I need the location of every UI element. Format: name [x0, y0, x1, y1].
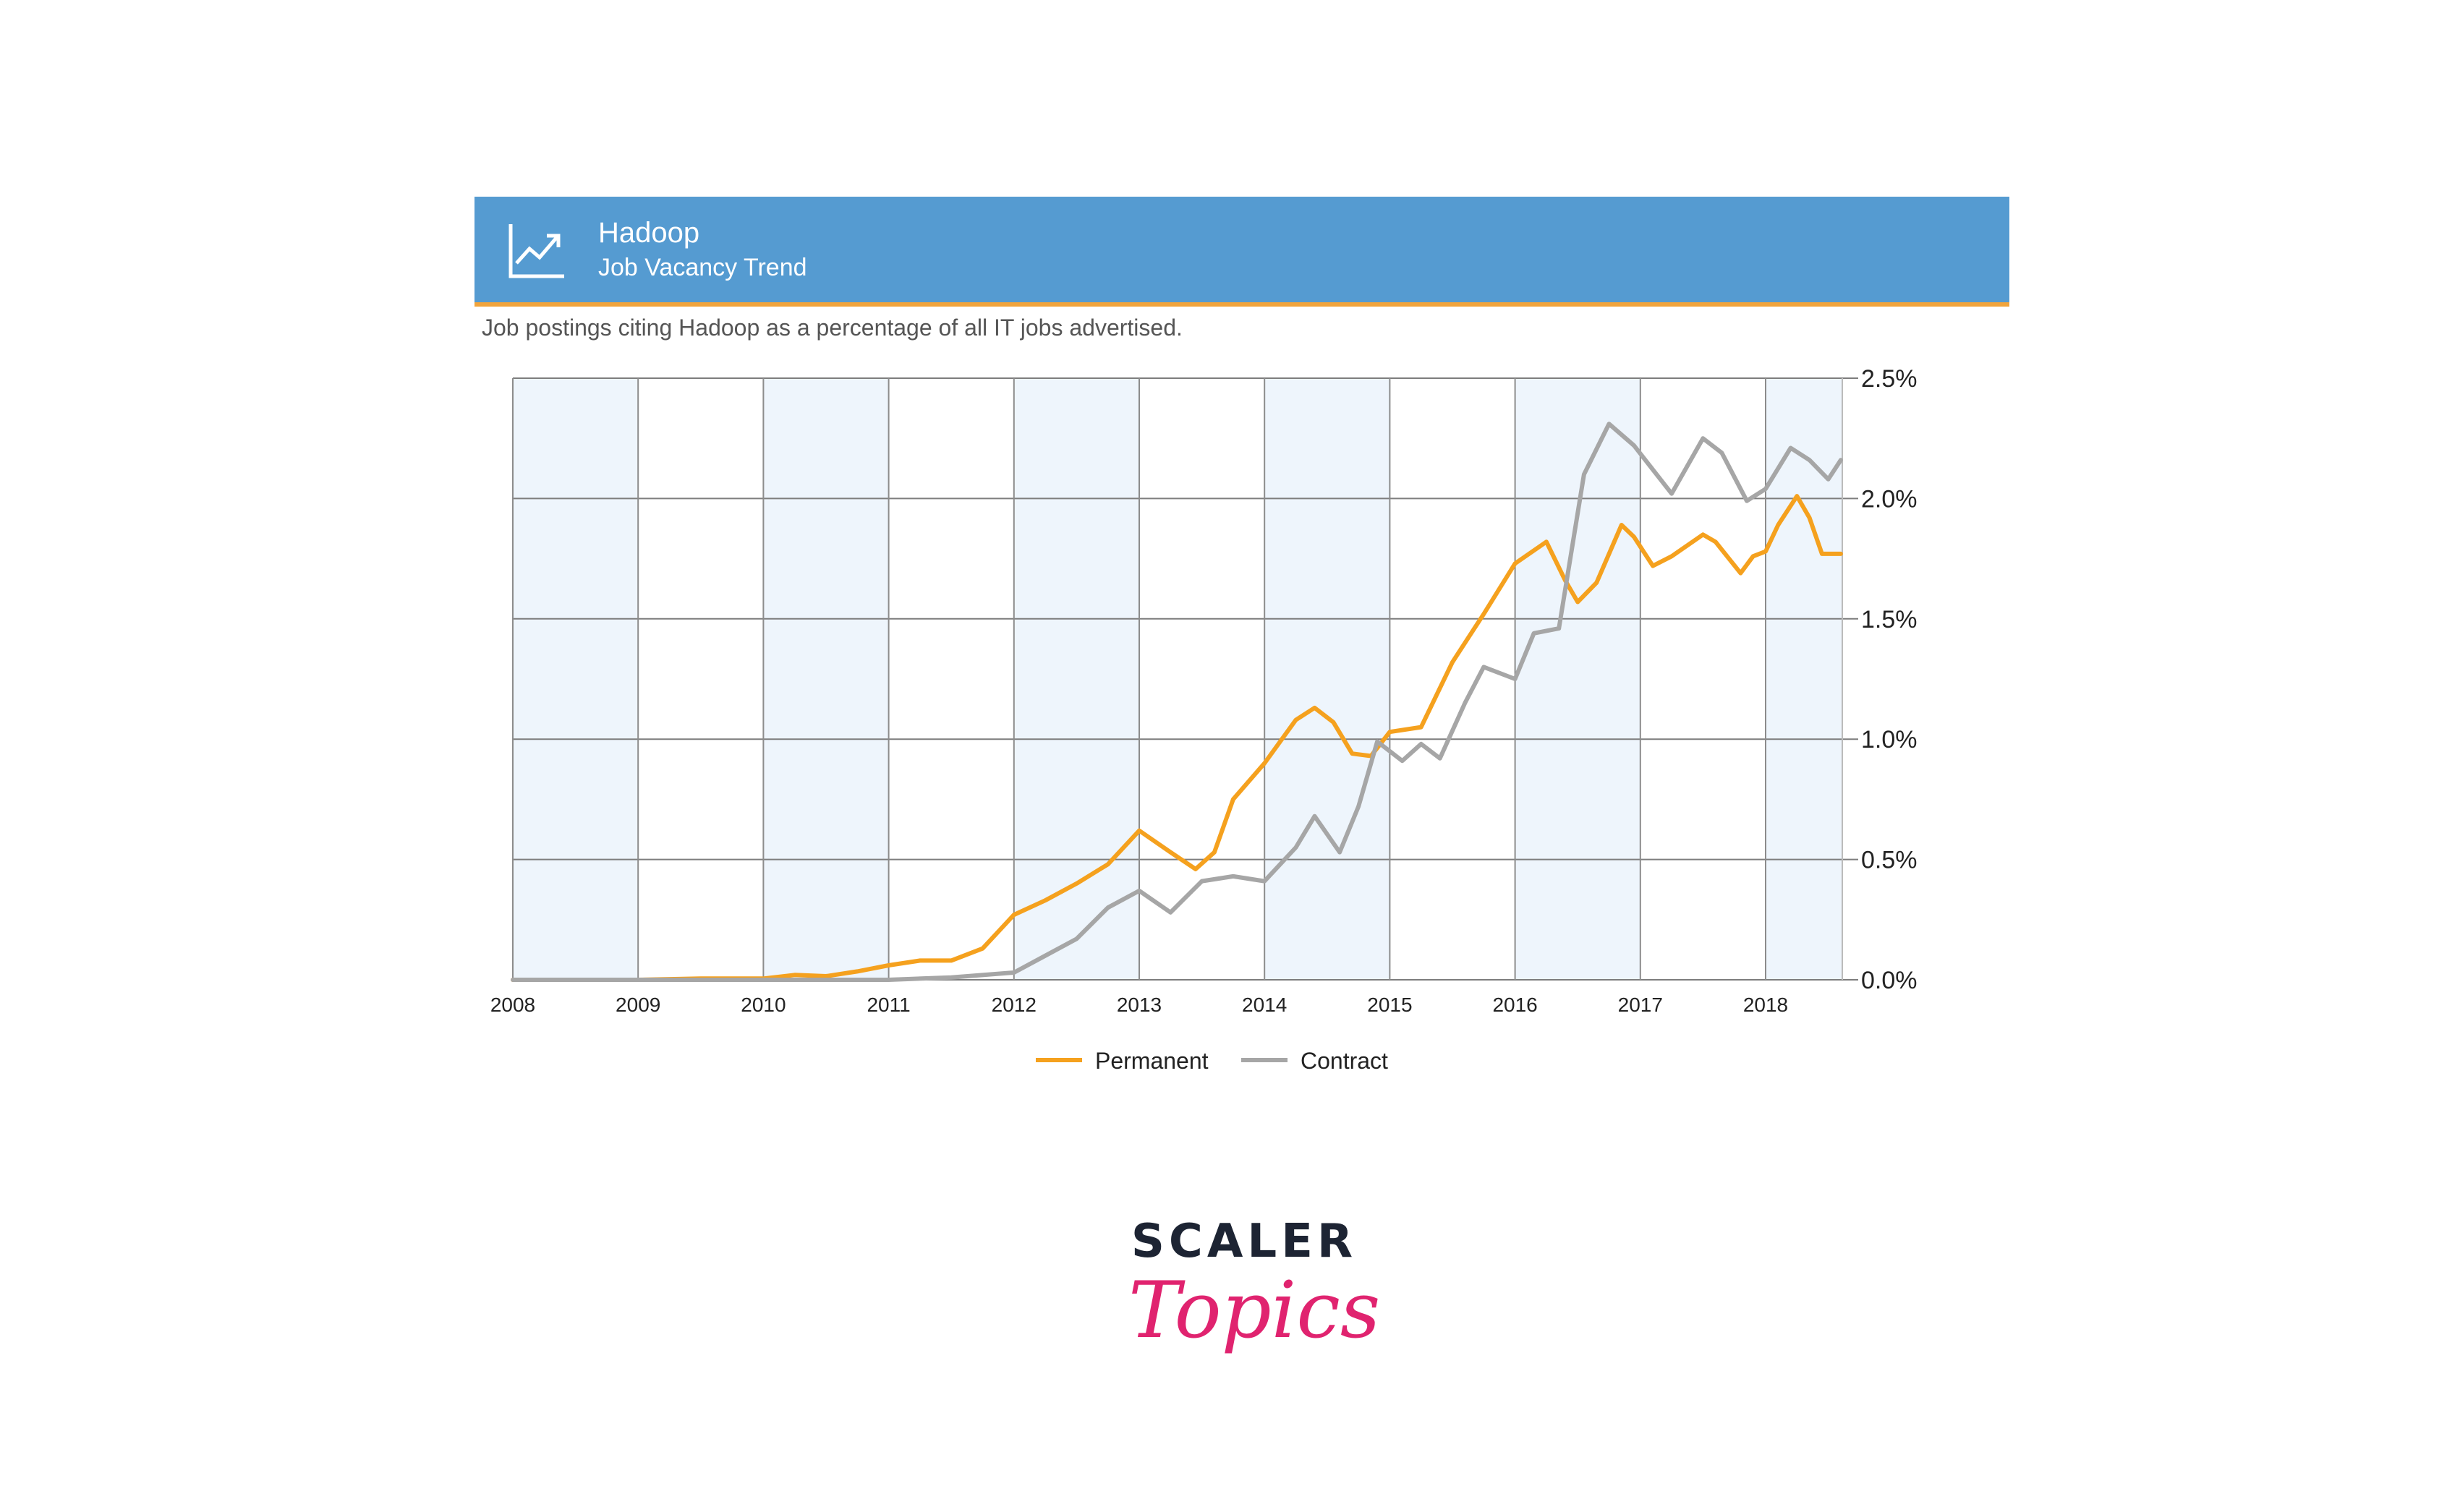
chart-header: Hadoop Job Vacancy Trend [474, 197, 2009, 307]
trend-chart-icon [508, 224, 564, 278]
year-band [513, 378, 639, 980]
year-band [1013, 378, 1139, 980]
x-tick-label: 2012 [992, 994, 1037, 1016]
x-tick-label: 2018 [1743, 994, 1788, 1016]
x-tick-label: 2015 [1367, 994, 1412, 1016]
y-tick-label: 2.5% [1861, 365, 1918, 393]
brand-logo-bottom: Topics [1128, 1265, 1381, 1356]
year-band [763, 378, 889, 980]
series-line-contract [511, 422, 1843, 982]
y-tick-label: 0.0% [1861, 967, 1918, 994]
x-tick-label: 2009 [616, 994, 660, 1016]
x-tick-label: 2010 [741, 994, 786, 1016]
chart-title: Hadoop [598, 217, 700, 249]
x-tick-label: 2016 [1492, 994, 1537, 1016]
x-tick-label: 2017 [1618, 994, 1663, 1016]
legend-label-contract: Contract [1301, 1048, 1388, 1074]
brand-logo-top: SCALER [1131, 1215, 1358, 1268]
chart-description: Job postings citing Hadoop as a percenta… [482, 315, 1183, 341]
year-band [1515, 378, 1640, 980]
series-line-permanent [511, 494, 1843, 982]
x-tick-label: 2011 [867, 994, 910, 1016]
x-tick-label: 2008 [490, 994, 535, 1016]
chart-subtitle: Job Vacancy Trend [598, 254, 807, 281]
x-tick-label: 2013 [1117, 994, 1162, 1016]
brand-logo: SCALER Topics [1128, 1215, 1381, 1396]
y-tick-label: 1.5% [1861, 606, 1918, 633]
legend-label-permanent: Permanent [1095, 1048, 1209, 1074]
year-band [1264, 378, 1390, 980]
x-tick-label: 2014 [1242, 994, 1287, 1016]
y-tick-label: 2.0% [1861, 485, 1918, 513]
y-tick-label: 1.0% [1861, 726, 1918, 753]
y-tick-label: 0.5% [1861, 847, 1918, 874]
